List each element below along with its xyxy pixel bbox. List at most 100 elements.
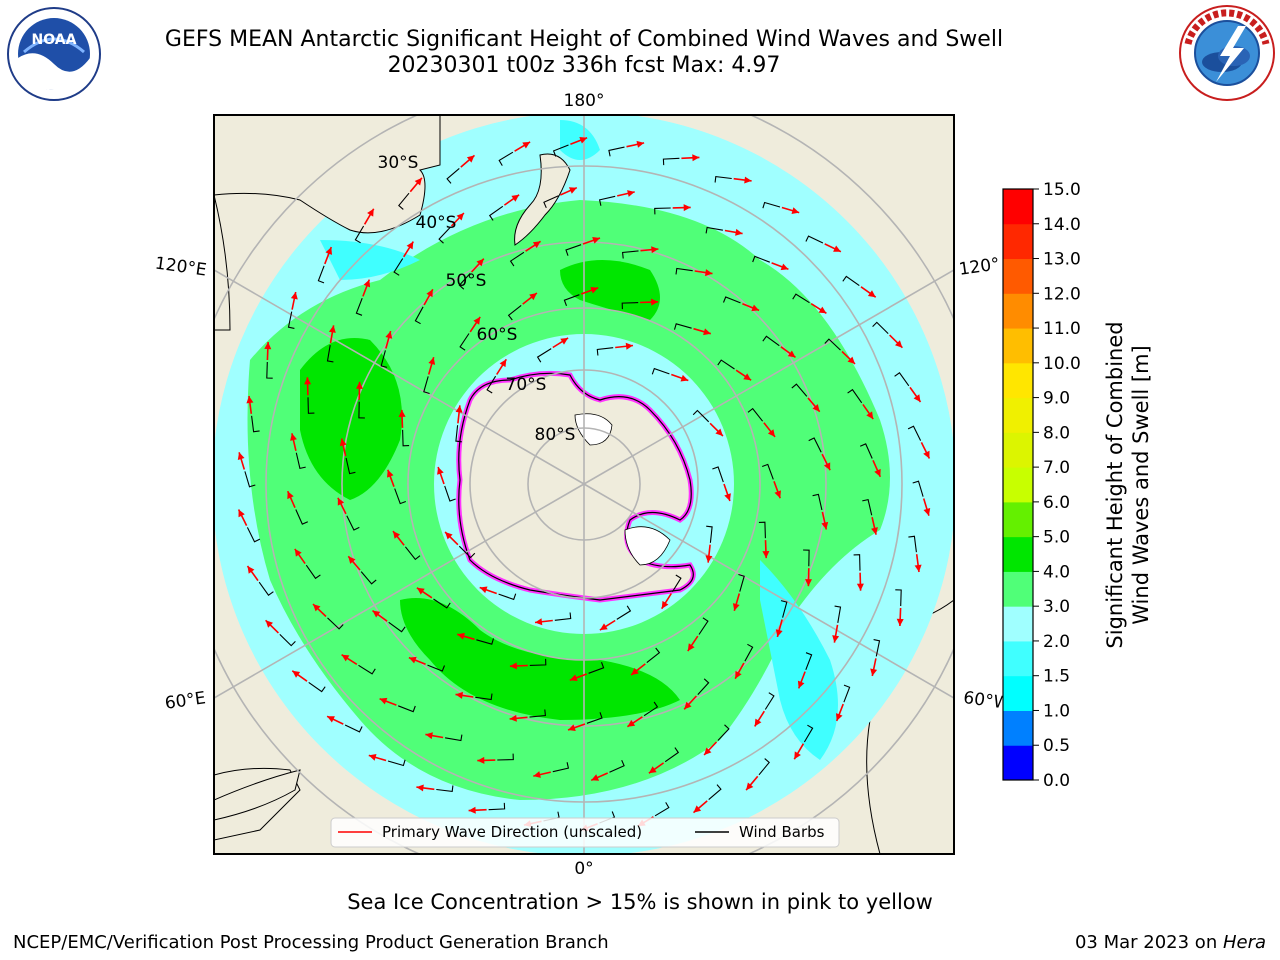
colorbar-tick-label: 1.5: [1043, 667, 1070, 687]
colorbar-segment: [1003, 675, 1033, 711]
wave-arrow-head: [455, 691, 463, 699]
lon-label-0: 0°: [574, 859, 593, 879]
colorbar-tick-label: 0.5: [1043, 736, 1070, 756]
wind-barb: [609, 759, 625, 773]
wind-barb: [762, 201, 781, 209]
wind-barb: [326, 345, 334, 363]
wind-barb: [488, 205, 504, 221]
wave-arrow-head: [913, 394, 921, 402]
wave-arrow-head: [636, 140, 645, 148]
wind-barb: [712, 466, 724, 483]
wave-arrow-head: [246, 396, 254, 404]
colorbar-tick-label: 13.0: [1043, 250, 1081, 270]
wind-barb: [762, 335, 780, 347]
wind-barb: [847, 388, 863, 404]
wind-barb: [552, 144, 569, 157]
colorbar-tick-label: 8.0: [1043, 423, 1070, 443]
wave-arrow-head: [522, 141, 531, 149]
wave-arrow-head: [651, 298, 659, 306]
wind-barb: [444, 485, 456, 502]
wave-arrow-head: [393, 531, 401, 539]
wave-vectors: [237, 136, 931, 832]
wind-barb: [355, 298, 363, 316]
wave-arrow-head: [325, 247, 332, 255]
wind-barb: [433, 598, 451, 609]
wave-arrow-head: [406, 241, 414, 250]
wave-arrow-head: [568, 187, 577, 194]
wave-arrow-head: [368, 754, 377, 761]
wave-arrow-head: [683, 204, 691, 212]
wind-barb: [393, 258, 404, 276]
wave-arrow-head: [847, 356, 855, 364]
wind-barb: [458, 273, 471, 290]
wind-barb: [722, 296, 741, 304]
colorbar-segment: [1003, 293, 1033, 329]
wind-barb: [552, 762, 570, 773]
wind-barb: [445, 734, 463, 742]
lon-label-60e: 60°E: [164, 688, 207, 713]
wind-barb: [354, 225, 365, 244]
lat-label-70s: 70°S: [506, 375, 547, 395]
wave-arrow-head: [871, 527, 878, 535]
wind-barb: [758, 758, 770, 776]
wind-barb: [792, 293, 810, 304]
colorbar-segment: [1003, 571, 1033, 607]
wind-barb: [805, 652, 813, 670]
wind-barb: [346, 515, 360, 531]
wind-barb: [554, 612, 572, 621]
wave-arrow-head: [509, 662, 517, 670]
wind-barb: [295, 452, 306, 470]
svg-text:NOAA: NOAA: [32, 32, 77, 48]
wave-arrow-head: [339, 438, 347, 447]
wave-arrow-head: [385, 331, 393, 339]
wave-arrow-head: [693, 805, 702, 813]
wind-barb: [621, 250, 639, 259]
colorbar-segment: [1003, 710, 1033, 746]
wind-barb: [476, 638, 495, 645]
wave-arrow-head: [832, 635, 840, 643]
wind-barb: [358, 401, 365, 419]
wave-arrow-head: [797, 680, 805, 689]
wave-arrow-head: [914, 564, 922, 572]
colorbar-segment: [1003, 501, 1033, 538]
wave-arrow-head: [856, 583, 864, 591]
colorbar-tick-label: 0.0: [1043, 771, 1070, 791]
wave-arrow-head: [680, 374, 689, 382]
colorbar-segment: [1003, 606, 1033, 642]
wind-barb: [459, 333, 470, 351]
wave-arrow-head: [743, 373, 752, 381]
wave-arrow-head: [648, 766, 657, 774]
colorbar-segment: [1003, 745, 1033, 781]
wind-barb: [651, 367, 670, 375]
wind-barb: [509, 251, 525, 267]
wind-barb: [752, 255, 770, 263]
wave-arrow-head: [499, 359, 507, 368]
sea-ice-note: Sea Ice Concentration > 15% is shown in …: [347, 890, 933, 914]
wind-barb: [805, 235, 824, 244]
nws-logo: [1179, 5, 1275, 101]
colorbar-segment: [1003, 189, 1033, 225]
wind-barb: [664, 747, 680, 763]
wind-barb: [360, 571, 377, 585]
colorbar-segment: [1003, 258, 1033, 294]
wind-barb: [698, 617, 709, 635]
wave-arrow-head: [398, 409, 406, 417]
wave-arrow-head: [341, 654, 350, 662]
wind-barb: [692, 409, 710, 423]
wind-barb: [498, 151, 514, 166]
wave-arrow-head: [627, 719, 636, 727]
colorbar-title-line1: Significant Height of Combined: [1103, 321, 1127, 648]
wave-arrow-head: [408, 656, 417, 664]
wind-barb: [498, 593, 517, 601]
wind-barb: [308, 681, 326, 693]
wave-arrow-head: [735, 670, 742, 679]
wave-arrow-head: [569, 674, 578, 681]
wave-arrow-head: [661, 600, 669, 609]
wave-arrow-head: [529, 293, 537, 301]
wind-barb: [853, 554, 861, 571]
colorbar-tick-label: 9.0: [1043, 389, 1070, 409]
wind-barb: [671, 574, 682, 593]
wind-barb: [398, 192, 410, 210]
wave-arrow-head: [457, 632, 465, 640]
wind-barb: [529, 709, 547, 718]
